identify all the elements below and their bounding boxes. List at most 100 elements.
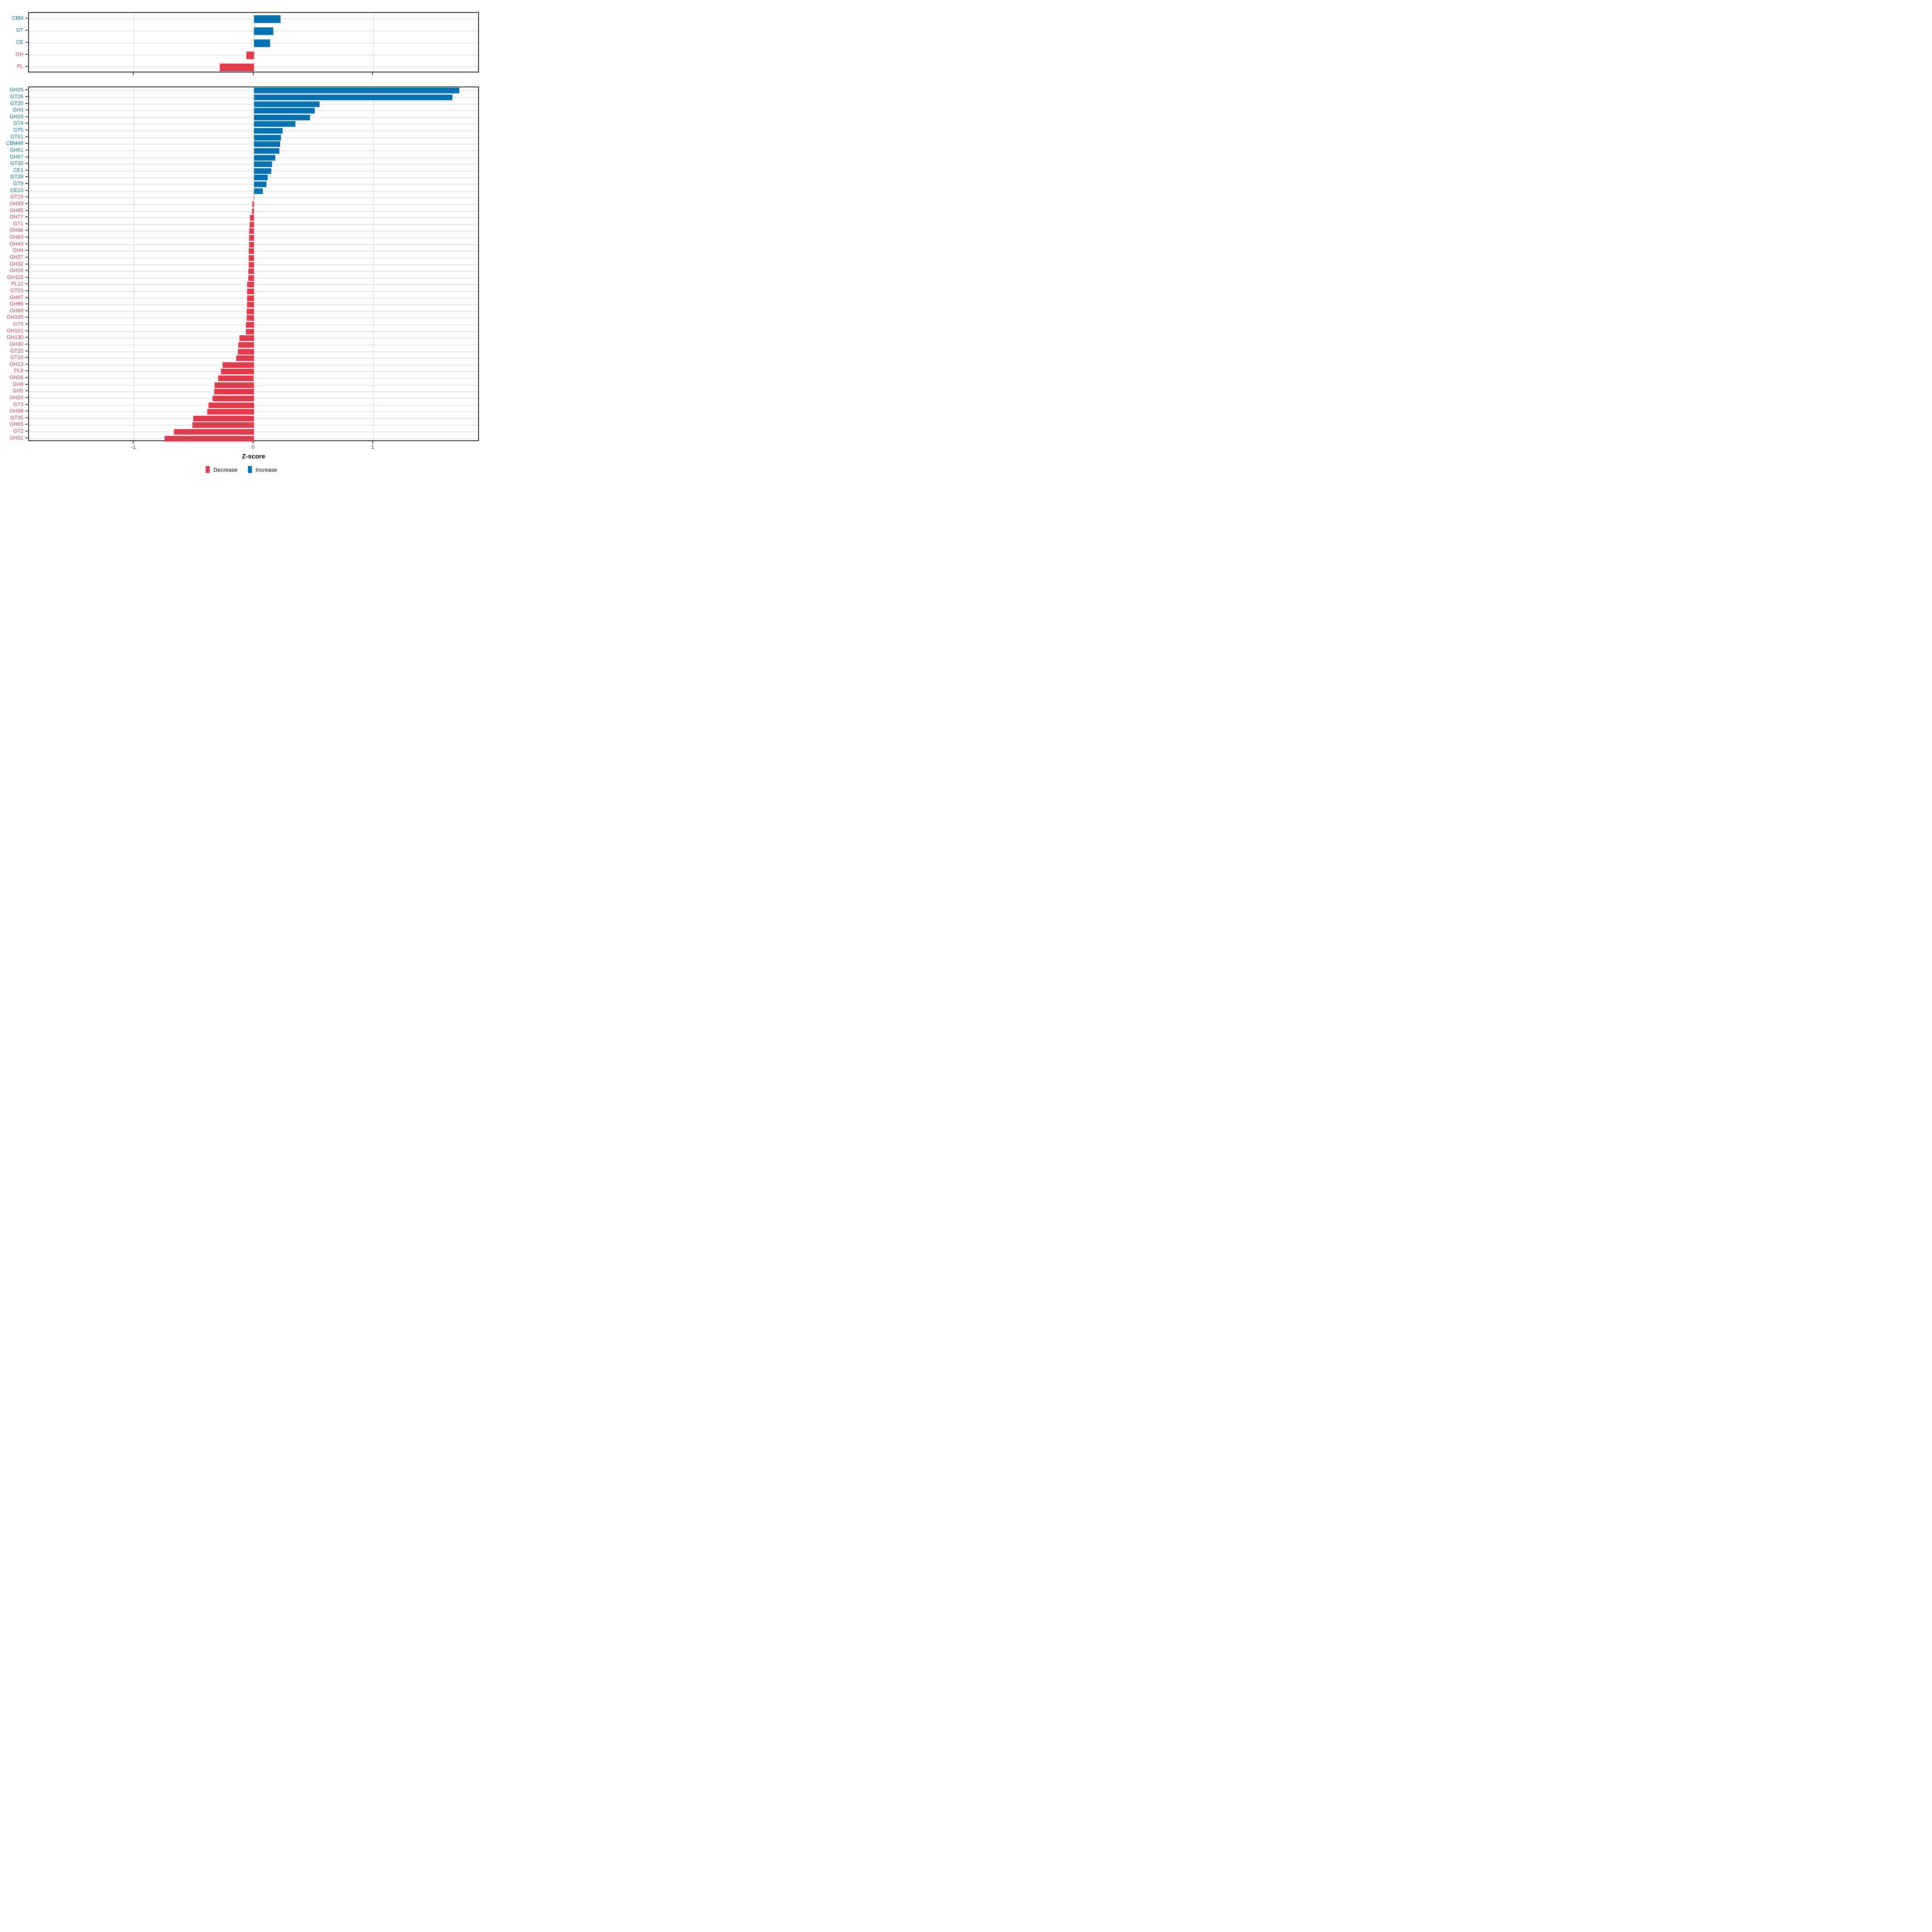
y-tick <box>25 290 28 291</box>
category-label-GT3: GT3 <box>13 401 23 407</box>
y-tick <box>25 190 28 191</box>
category-label-GH130: GH130 <box>6 334 23 341</box>
bar-CE <box>254 39 270 47</box>
category-label-CE10: CE10 <box>10 187 23 193</box>
category-label-GH4: GH4 <box>12 247 23 254</box>
category-label-GH37: GH37 <box>10 254 23 260</box>
bar-CE1 <box>254 168 272 174</box>
category-label-GH116: GH116 <box>7 274 23 280</box>
y-tick <box>25 337 28 338</box>
cazyme-family-panel <box>28 87 479 442</box>
category-label-GH38: GH38 <box>10 408 23 414</box>
bar-GH66 <box>249 228 254 234</box>
y-tick <box>25 397 28 398</box>
y-tick <box>25 203 28 204</box>
y-tick <box>25 116 28 117</box>
bar-PL <box>219 63 254 71</box>
category-label-GT6: GT6 <box>13 321 23 327</box>
bar-GH130 <box>239 335 254 341</box>
category-label-GH66: GH66 <box>10 227 23 233</box>
legend: Decrease Increase <box>0 466 483 473</box>
legend-label-decrease: Decrease <box>213 466 238 473</box>
bar-GH29 <box>254 88 460 94</box>
bar-GT23 <box>247 288 254 294</box>
category-label-GT25: GT25 <box>10 347 23 354</box>
category-label-GT23: GT23 <box>10 287 23 293</box>
category-label-GT10: GT10 <box>10 354 23 361</box>
category-label-GT19: GT19 <box>10 194 23 200</box>
y-tick <box>25 317 28 318</box>
category-label-GH3: GH3 <box>12 107 23 113</box>
bar-GH20 <box>213 395 254 401</box>
bar-GH32 <box>248 262 254 268</box>
category-label-GH26: GH26 <box>10 374 23 381</box>
category-label-GT28: GT28 <box>10 173 23 180</box>
bar-GT10 <box>236 355 254 361</box>
y-tick <box>25 384 28 385</box>
category-label-GT30: GT30 <box>10 160 23 167</box>
bar-GH68 <box>247 308 254 314</box>
y-tick <box>25 96 28 97</box>
category-label-GH13: GH13 <box>10 361 23 367</box>
legend-label-increase: Increase <box>256 466 277 473</box>
x-tick-label: 0 <box>251 444 255 450</box>
bar-GH101 <box>246 328 254 334</box>
y-tick <box>25 230 28 231</box>
bar-GH97 <box>247 295 254 301</box>
category-label-CBM: CBM <box>12 15 23 21</box>
y-tick <box>25 270 28 271</box>
category-label-GT51: GT51 <box>10 133 23 140</box>
y-tick <box>25 183 28 184</box>
bar-GH65 <box>192 422 254 428</box>
bar-GH3 <box>254 108 315 114</box>
y-tick <box>25 404 28 405</box>
category-label-GH32: GH32 <box>10 260 23 267</box>
y-tick <box>25 363 28 365</box>
y-tick <box>25 256 28 258</box>
category-label-GH101: GH101 <box>6 327 23 334</box>
y-tick <box>25 143 28 144</box>
y-tick <box>25 310 28 311</box>
bar-GH116 <box>248 275 254 281</box>
bar-GH43 <box>249 242 254 248</box>
bar-PL12 <box>247 282 254 288</box>
legend-swatch-decrease-icon <box>206 466 210 473</box>
category-label-GH43: GH43 <box>10 240 23 247</box>
y-tick <box>25 370 28 372</box>
bar-GH <box>246 51 254 59</box>
bar-GT6 <box>246 322 254 328</box>
y-tick <box>25 343 28 345</box>
category-label-GT: GT <box>16 27 23 33</box>
y-tick <box>25 277 28 278</box>
y-tick <box>25 54 28 55</box>
bar-GH5 <box>214 389 254 395</box>
bar-GH31 <box>165 436 254 442</box>
bar-GT3 <box>208 402 254 408</box>
y-tick <box>25 283 28 285</box>
y-tick <box>25 377 28 378</box>
bar-GH77 <box>250 215 254 221</box>
y-tick <box>25 169 28 171</box>
y-tick <box>25 390 28 392</box>
legend-item-decrease: Decrease <box>206 466 237 473</box>
x-tick <box>372 441 373 444</box>
y-tick <box>25 42 28 43</box>
bar-GH13 <box>222 362 254 368</box>
y-tick <box>25 297 28 298</box>
axis-gridline <box>373 13 374 72</box>
category-label-GT5: GT5 <box>13 127 23 133</box>
cazyme-zscore-chart: -1 0 1 Z-score Decrease Increase CBM GT CE GH P… <box>0 0 483 483</box>
y-tick <box>25 30 28 31</box>
category-label-PL: PL <box>17 63 23 69</box>
category-label-GT1: GT1 <box>13 220 23 227</box>
category-label-GH95: GH95 <box>10 207 23 213</box>
category-label-GH29: GH29 <box>10 87 23 93</box>
bar-GH57 <box>254 155 276 161</box>
y-tick <box>25 250 28 251</box>
bar-GT26 <box>254 94 452 100</box>
bar-GT5 <box>254 128 283 134</box>
category-label-GH5: GH5 <box>12 388 23 394</box>
category-label-GH31: GH31 <box>10 434 23 441</box>
enzyme-class-panel <box>28 12 479 72</box>
bar-GH26 <box>218 376 254 382</box>
